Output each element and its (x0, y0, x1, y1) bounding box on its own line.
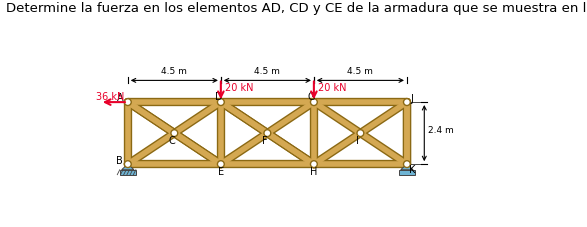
Text: A: A (117, 93, 124, 103)
Polygon shape (122, 164, 134, 170)
Circle shape (311, 99, 318, 106)
Circle shape (403, 99, 410, 106)
Circle shape (403, 161, 410, 168)
Circle shape (124, 99, 131, 106)
Bar (399, 170, 415, 175)
Text: Determine la fuerza en los elementos AD, CD y CE de la armadura que se muestra e: Determine la fuerza en los elementos AD,… (6, 2, 587, 15)
Text: G: G (308, 91, 315, 101)
Text: 2.4 m: 2.4 m (428, 126, 454, 135)
Circle shape (311, 161, 318, 168)
Circle shape (357, 130, 364, 136)
Text: J: J (410, 94, 413, 104)
Text: C: C (168, 136, 176, 146)
Circle shape (217, 99, 224, 106)
Text: 20 kN: 20 kN (225, 83, 254, 93)
Text: F: F (262, 136, 268, 146)
Circle shape (264, 130, 271, 136)
Polygon shape (401, 164, 413, 170)
Text: 20 kN: 20 kN (318, 83, 347, 93)
Text: K: K (409, 165, 415, 175)
Text: H: H (310, 167, 318, 177)
Text: 4.5 m: 4.5 m (161, 67, 187, 76)
Text: 4.5 m: 4.5 m (348, 67, 373, 76)
Text: D: D (215, 91, 222, 101)
Text: E: E (218, 167, 224, 177)
Bar (120, 170, 136, 175)
Circle shape (217, 161, 224, 168)
Text: 4.5 m: 4.5 m (254, 67, 281, 76)
Circle shape (124, 161, 131, 168)
Circle shape (171, 130, 178, 136)
Text: I: I (356, 136, 359, 146)
Text: B: B (116, 156, 123, 166)
Text: 36 kN: 36 kN (96, 91, 124, 101)
